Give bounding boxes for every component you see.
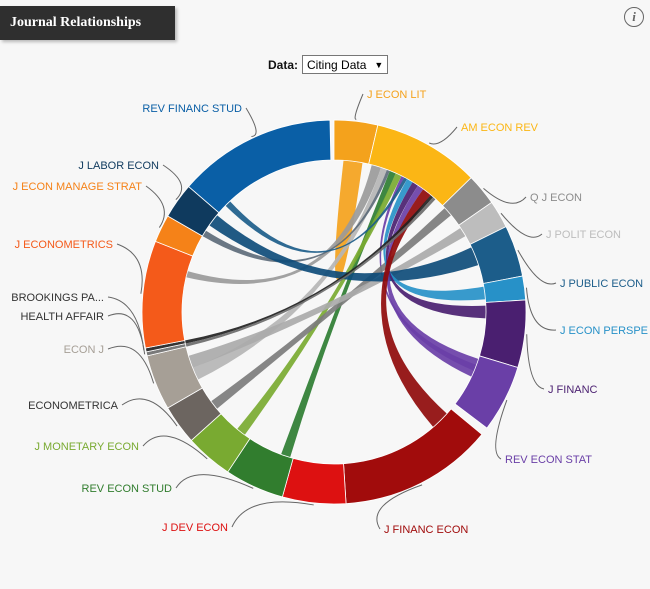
panel-title: Journal Relationships [0,6,175,40]
leader-j-labor-econ [162,164,183,200]
label-econometrica[interactable]: ECONOMETRICA [28,400,119,412]
chord-j-financ-econ-14[interactable] [381,189,447,428]
label-j-financ-econ[interactable]: J FINANC ECON [384,524,468,536]
label-q-j-econ[interactable]: Q J ECON [530,192,582,204]
leader-j-econ-manage-strat [145,185,165,228]
leader-econ-j [107,345,155,384]
data-select-value: Citing Data [307,57,367,72]
label-rev-econ-stat[interactable]: REV ECON STAT [505,454,592,466]
label-j-monetary-econ[interactable]: J MONETARY ECON [34,441,139,453]
label-j-econ-lit[interactable]: J ECON LIT [367,89,427,101]
label-j-labor-econ[interactable]: J LABOR ECON [78,160,159,172]
arc-rev-econ-stat[interactable] [454,355,519,429]
chevron-down-icon: ▼ [374,59,384,70]
arc-j-dev-econ[interactable] [281,457,347,505]
chord-j-econ-lit-0[interactable] [335,160,363,281]
leader-j-public-econ [517,249,557,285]
label-am-econ-rev[interactable]: AM ECON REV [461,122,539,134]
chords-layer [184,160,486,458]
leader-econometrica [121,398,178,427]
arc-j-financ[interactable] [479,299,527,368]
leader-j-dev-econ [231,501,314,528]
label-rev-econ-stud[interactable]: REV ECON STUD [82,483,173,495]
label-brookings-pa[interactable]: BROOKINGS PA... [11,292,104,304]
data-select[interactable]: Citing Data ▼ [302,55,389,74]
arc-j-econometrics[interactable] [141,240,194,349]
label-health-affair[interactable]: HEALTH AFFAIR [20,311,104,323]
leader-brookings-pa [107,296,145,351]
arc-j-financ-econ[interactable] [343,408,483,505]
info-icon[interactable]: i [624,7,644,27]
leader-am-econ-rev [429,126,458,145]
leader-j-econ-lit [354,93,364,120]
leader-j-econometrics [116,243,143,294]
arc-rev-financ-stud[interactable] [188,119,332,214]
chord-j-econ-perspe-11[interactable] [383,178,486,301]
chord-am-econ-rev-7[interactable] [225,177,408,253]
data-label: Data: [268,57,299,72]
chord-j-public-econ-10[interactable] [209,215,479,282]
label-j-econometrics[interactable]: J ECONOMETRICS [15,239,113,251]
panel-title-text: Journal Relationships [10,15,142,30]
leader-j-financ-econ [376,484,423,530]
labels-layer: J ECON LIT AM ECON REV Q J ECON J POLIT ECO… [11,89,648,536]
arcs-layer [141,119,527,505]
leader-rev-econ-stud [175,474,254,489]
chord-j-polit-econ-9[interactable] [188,227,466,368]
label-j-public-econ[interactable]: J PUBLIC ECON [560,278,643,290]
leader-rev-econ-stat [495,399,508,460]
label-j-econ-manage-strat[interactable]: J ECON MANAGE STRAT [13,181,143,193]
leader-j-monetary-econ [142,435,208,460]
chord-am-econ-rev-5[interactable] [237,173,402,435]
label-rev-financ-stud[interactable]: REV FINANC STUD [142,103,242,115]
label-j-financ[interactable]: J FINANC [548,384,598,396]
label-econ-j[interactable]: ECON J [64,344,104,356]
leader-j-polit-econ [500,212,543,238]
leader-health-affair [107,313,146,355]
leader-j-financ [526,334,545,390]
chord-rev-econ-stat-13[interactable] [386,185,479,377]
label-j-econ-perspe[interactable]: J ECON PERSPE [560,325,648,337]
data-control: Data: Citing Data ▼ [268,55,389,74]
label-j-polit-econ[interactable]: J POLIT ECON [546,229,621,241]
chord-am-econ-rev-4[interactable] [281,170,396,458]
leader-rev-financ-stud [245,107,257,137]
leader-q-j-econ [483,187,527,204]
label-j-dev-econ[interactable]: J DEV ECON [162,522,228,534]
leader-j-econ-perspe [525,287,557,331]
